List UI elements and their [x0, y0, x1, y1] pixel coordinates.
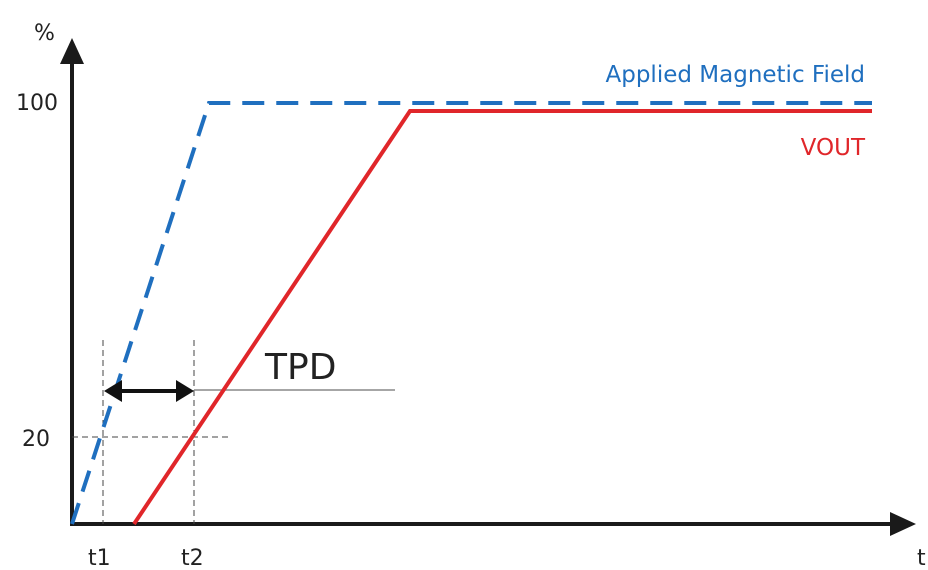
- y-axis-arrow: [60, 38, 84, 64]
- tpd-arrow-right: [176, 380, 194, 402]
- x-tick-t1: t1: [88, 546, 111, 570]
- y-tick-100: 100: [16, 91, 58, 116]
- tpd-arrow-left: [104, 380, 122, 402]
- tpd-label: TPD: [264, 347, 336, 388]
- vout-curve: [132, 109, 872, 526]
- vout-legend: VOUT: [801, 135, 866, 161]
- y-tick-20: 20: [22, 427, 50, 452]
- x-axis-arrow: [890, 512, 916, 536]
- y-unit-label: %: [34, 21, 55, 46]
- x-tick-t2: t2: [181, 546, 204, 570]
- applied-field-curve: [70, 101, 872, 525]
- applied-field-legend: Applied Magnetic Field: [606, 62, 866, 88]
- x-unit-label: t: [917, 546, 926, 570]
